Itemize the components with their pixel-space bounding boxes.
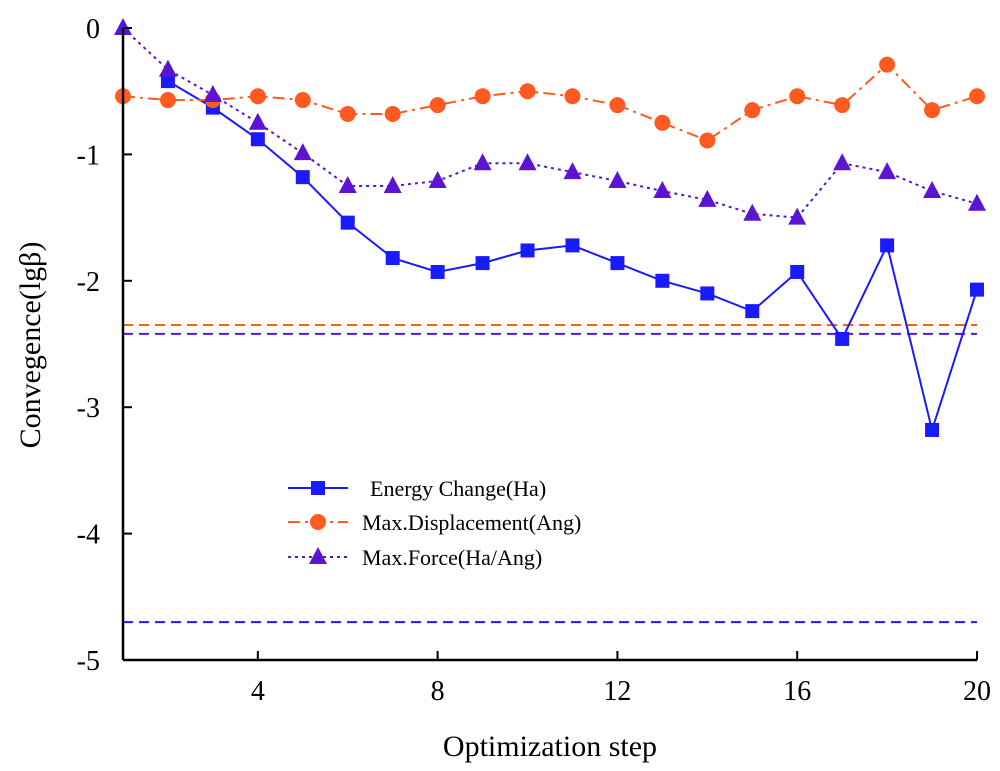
data-point-energy-change-ha-2	[160, 74, 175, 89]
data-point-energy-change-ha-15	[745, 304, 760, 319]
x-tick-label-16: 16	[783, 676, 811, 707]
data-point-energy-change-ha-12	[610, 256, 625, 271]
data-point-energy-change-ha-16	[790, 264, 805, 279]
data-point-max-force-ha-ang-11	[563, 162, 582, 180]
data-point-max-displacement-ang-5	[294, 92, 311, 109]
data-point-max-force-ha-ang-20	[968, 193, 986, 211]
legend-marker-energy-change	[311, 481, 325, 495]
data-point-max-displacement-ang-19	[924, 102, 941, 119]
series-line-max-force-ha-ang	[122, 27, 978, 219]
y-tick-label-0: 0	[86, 14, 100, 45]
reference-lines	[123, 324, 977, 624]
x-axis-title: Optimization step	[443, 730, 657, 763]
y-tick-label--5: -5	[77, 646, 100, 677]
legend-marker-max-force	[309, 547, 327, 564]
data-point-max-force-ha-ang-19	[923, 181, 942, 199]
data-point-max-displacement-ang-17	[834, 97, 851, 114]
data-point-max-displacement-ang-10	[519, 83, 536, 100]
data-point-max-force-ha-ang-13	[653, 181, 672, 199]
data-point-max-force-ha-ang-7	[383, 176, 402, 193]
data-point-energy-change-ha-14	[700, 286, 715, 301]
data-point-max-force-ha-ang-10	[518, 153, 537, 171]
x-tick-label-4: 4	[251, 676, 265, 707]
data-point-energy-change-ha-5	[295, 170, 310, 185]
data-point-max-force-ha-ang-4	[248, 112, 267, 130]
data-point-max-force-ha-ang-1	[114, 18, 132, 35]
data-point-max-force-ha-ang-9	[473, 153, 492, 171]
y-tick-label--2: -2	[77, 267, 100, 298]
data-point-max-displacement-ang-18	[879, 56, 896, 73]
data-point-max-displacement-ang-9	[474, 88, 491, 105]
data-point-max-displacement-ang-7	[384, 105, 401, 122]
data-point-max-force-ha-ang-8	[428, 170, 447, 188]
data-point-max-force-ha-ang-15	[743, 203, 762, 221]
x-tick-label-8: 8	[431, 676, 445, 707]
y-axis-title: Convegence(lgβ)	[14, 242, 47, 449]
data-point-max-force-ha-ang-2	[158, 59, 177, 77]
data-point-max-force-ha-ang-17	[833, 153, 852, 171]
data-point-max-force-ha-ang-6	[338, 176, 357, 193]
x-tick-label-12: 12	[603, 676, 631, 707]
data-point-max-displacement-ang-8	[429, 97, 446, 114]
data-point-max-force-ha-ang-3	[203, 84, 222, 102]
data-point-energy-change-ha-20	[970, 282, 984, 297]
data-point-energy-change-ha-18	[880, 238, 895, 253]
data-point-max-displacement-ang-20	[969, 88, 985, 105]
data-point-max-displacement-ang-12	[609, 97, 626, 114]
data-point-energy-change-ha-19	[925, 422, 940, 437]
data-point-energy-change-ha-9	[475, 256, 490, 271]
data-point-energy-change-ha-13	[655, 273, 670, 288]
data-point-max-force-ha-ang-16	[788, 207, 807, 225]
data-point-energy-change-ha-11	[565, 238, 580, 253]
data-point-max-displacement-ang-13	[654, 114, 671, 131]
x-tick-label-20: 20	[963, 676, 991, 707]
data-point-energy-change-ha-7	[385, 251, 400, 266]
series-line-energy-change-ha	[167, 80, 978, 434]
data-point-energy-change-ha-4	[250, 132, 265, 147]
data-point-energy-change-ha-8	[430, 264, 445, 279]
data-point-max-displacement-ang-16	[789, 88, 806, 105]
tick-layer: 4 8 12 16 20 0 -1 -2 -3 -4 -5	[77, 14, 991, 707]
data-point-energy-change-ha-17	[835, 331, 850, 346]
legend-label-max-displacement: Max.Displacement(Ang)	[362, 510, 581, 535]
data-point-max-force-ha-ang-5	[293, 143, 312, 161]
data-point-max-force-ha-ang-18	[878, 162, 897, 180]
legend-label-max-force: Max.Force(Ha/Ang)	[362, 545, 542, 570]
y-tick-label--4: -4	[77, 520, 100, 551]
data-point-max-displacement-ang-2	[159, 92, 176, 109]
data-point-max-displacement-ang-4	[249, 88, 266, 105]
data-point-max-force-ha-ang-14	[698, 189, 717, 207]
legend: Energy Change(Ha) Max.Displacement(Ang) …	[288, 476, 581, 570]
data-point-max-force-ha-ang-12	[608, 170, 627, 188]
series-layer	[114, 18, 986, 437]
y-tick-label--1: -1	[77, 140, 100, 171]
data-point-max-displacement-ang-11	[564, 88, 581, 105]
legend-label-energy-change: Energy Change(Ha)	[370, 476, 546, 501]
data-point-max-displacement-ang-15	[744, 102, 761, 119]
data-point-max-displacement-ang-14	[699, 132, 716, 149]
data-point-energy-change-ha-10	[520, 243, 535, 258]
legend-marker-max-displacement	[310, 514, 326, 530]
data-point-max-displacement-ang-6	[339, 105, 356, 122]
y-tick-label--3: -3	[77, 393, 100, 424]
data-point-energy-change-ha-6	[340, 215, 355, 230]
